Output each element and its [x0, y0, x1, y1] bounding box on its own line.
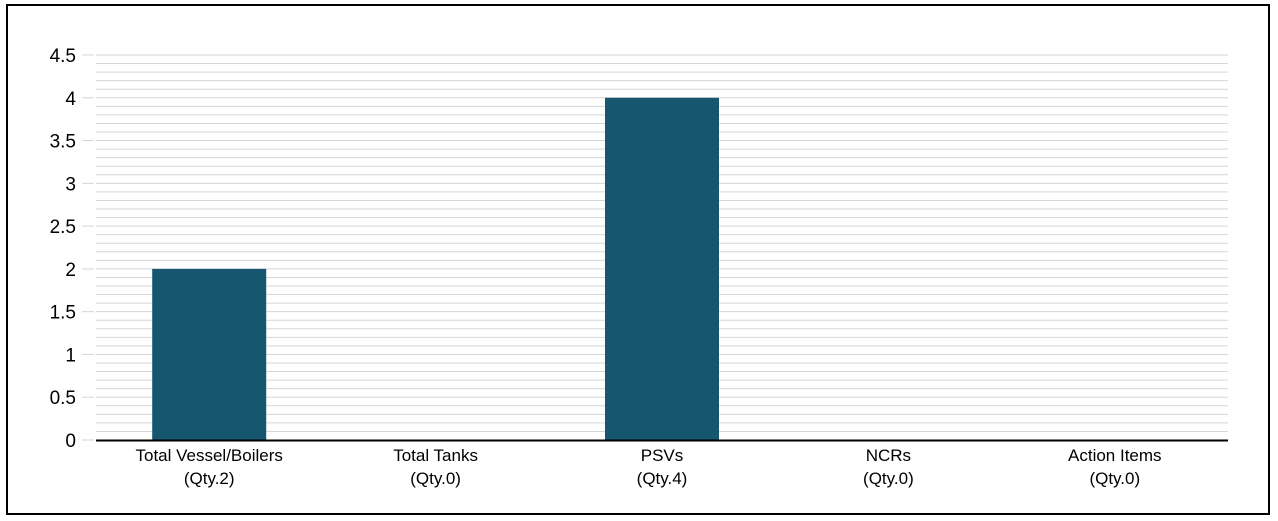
y-tick-label: 4.5 — [50, 46, 76, 67]
y-tick-label: 2.5 — [50, 217, 76, 238]
y-tick-label: 3.5 — [50, 132, 76, 153]
x-tick-labels: Total Vessel/Boilers (Qty.2) Total Tanks (Q… — [135, 446, 1161, 488]
bar — [605, 97, 719, 441]
chart-frame: 0 0.5 1 1.5 2 2.5 3 3.5 4 4.5 Total Vessel/Boiler… — [6, 4, 1270, 515]
axes — [82, 54, 1228, 442]
bar — [152, 268, 267, 440]
x-tick-label: PSVs (Qty.4) — [637, 446, 688, 488]
y-tick-label: 1.5 — [50, 303, 76, 324]
x-tick-label: Total Vessel/Boilers (Qty.2) — [135, 446, 282, 488]
y-tick-label: 1 — [65, 345, 76, 366]
x-tick-label: NCRs (Qty.0) — [863, 446, 914, 488]
x-tick-label: Action Items (Qty.0) — [1068, 446, 1162, 488]
y-tick-label: 4 — [65, 89, 76, 110]
x-tick-label: Total Tanks (Qty.0) — [393, 446, 478, 488]
y-tick-label: 0.5 — [50, 388, 76, 409]
y-tick-label: 3 — [65, 174, 76, 195]
bar-chart: 0 0.5 1 1.5 2 2.5 3 3.5 4 4.5 Total Vessel/Boiler… — [50, 46, 1228, 488]
bars — [152, 97, 719, 441]
y-tick-labels: 0 0.5 1 1.5 2 2.5 3 3.5 4 4.5 — [50, 46, 77, 452]
y-tick-label: 0 — [65, 431, 76, 452]
y-tick-label: 2 — [65, 260, 76, 281]
